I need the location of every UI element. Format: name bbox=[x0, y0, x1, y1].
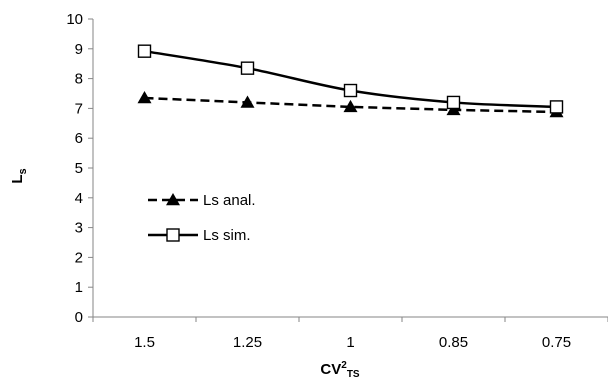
data-point bbox=[240, 95, 255, 108]
x-axis-title-main: CV bbox=[320, 361, 341, 378]
series-ls-sim bbox=[137, 44, 564, 114]
legend-label: Ls sim. bbox=[203, 227, 251, 244]
legend-entry-ls-anal: Ls anal. bbox=[148, 192, 256, 209]
y-tick-label: 5 bbox=[75, 160, 83, 177]
y-tick-label: 9 bbox=[75, 41, 83, 58]
data-point bbox=[549, 100, 564, 114]
legend: Ls anal. Ls sim. bbox=[148, 192, 256, 244]
y-axis-title-main: L bbox=[9, 174, 26, 183]
axes bbox=[88, 18, 608, 322]
data-point bbox=[446, 95, 461, 110]
data-point bbox=[240, 61, 255, 75]
x-axis-title: CV2TS bbox=[320, 360, 360, 380]
y-tick-label: 6 bbox=[75, 130, 83, 147]
legend-marker bbox=[166, 228, 180, 242]
y-tick-label: 2 bbox=[75, 249, 83, 266]
x-tick-label: 0.85 bbox=[439, 334, 468, 351]
data-point bbox=[137, 44, 152, 58]
x-tick-labels: 1.5 1.25 1 0.85 0.75 bbox=[134, 334, 571, 351]
y-tick-label: 0 bbox=[75, 309, 83, 326]
y-tick-label: 10 bbox=[66, 11, 83, 28]
x-tick-label: 1.25 bbox=[233, 334, 262, 351]
y-tick-label: 8 bbox=[75, 71, 83, 88]
y-tick-labels: 0 1 2 3 4 5 6 7 8 9 10 bbox=[66, 11, 83, 326]
x-axis-title-sup: 2 bbox=[341, 360, 347, 371]
y-axis-title: Ls bbox=[9, 168, 29, 183]
x-tick-label: 1 bbox=[346, 334, 354, 351]
series-layer bbox=[137, 44, 564, 118]
legend-marker bbox=[166, 193, 180, 206]
y-tick-label: 4 bbox=[75, 190, 83, 207]
series-line bbox=[144, 96, 557, 114]
x-axis-title-sub: TS bbox=[347, 369, 360, 380]
series-line bbox=[144, 49, 557, 109]
y-tick-label: 3 bbox=[75, 220, 83, 237]
legend-label: Ls anal. bbox=[203, 192, 256, 209]
data-point bbox=[137, 90, 152, 104]
y-tick-label: 1 bbox=[75, 279, 83, 296]
x-tick-label: 1.5 bbox=[134, 334, 155, 351]
legend-entry-ls-sim: Ls sim. bbox=[148, 227, 251, 244]
y-axis-title-sub: s bbox=[17, 168, 29, 174]
x-tick-label: 0.75 bbox=[542, 334, 571, 351]
data-point bbox=[343, 99, 358, 113]
data-point bbox=[343, 83, 358, 98]
y-tick-label: 7 bbox=[75, 100, 83, 117]
